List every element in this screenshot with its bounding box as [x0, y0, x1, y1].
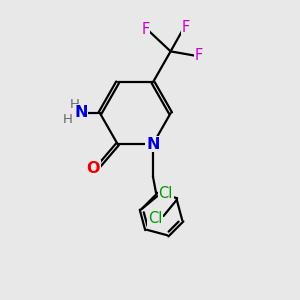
Text: N: N [74, 105, 88, 120]
Text: N: N [146, 136, 160, 152]
Text: F: F [142, 22, 150, 37]
Text: H: H [63, 112, 73, 126]
Text: O: O [87, 161, 100, 176]
Text: F: F [182, 20, 190, 35]
Text: Cl: Cl [148, 211, 163, 226]
Text: Cl: Cl [159, 186, 173, 201]
Text: H: H [70, 98, 80, 111]
Text: F: F [195, 48, 203, 63]
